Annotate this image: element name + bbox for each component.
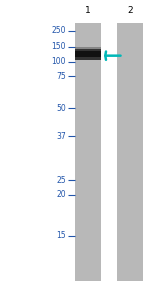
Bar bbox=[75, 57, 100, 60]
Text: 100: 100 bbox=[51, 57, 66, 66]
Bar bbox=[75, 47, 100, 51]
Text: 15: 15 bbox=[56, 231, 66, 240]
Text: 75: 75 bbox=[56, 72, 66, 81]
Text: 2: 2 bbox=[127, 6, 133, 15]
Text: 37: 37 bbox=[56, 132, 66, 141]
Text: 50: 50 bbox=[56, 104, 66, 113]
Bar bbox=[75, 23, 100, 281]
Text: 250: 250 bbox=[51, 26, 66, 35]
Bar bbox=[117, 23, 142, 281]
Text: 25: 25 bbox=[56, 176, 66, 185]
Bar bbox=[75, 49, 100, 60]
Text: 1: 1 bbox=[85, 6, 91, 15]
Text: 150: 150 bbox=[51, 42, 66, 51]
Text: 20: 20 bbox=[56, 190, 66, 199]
